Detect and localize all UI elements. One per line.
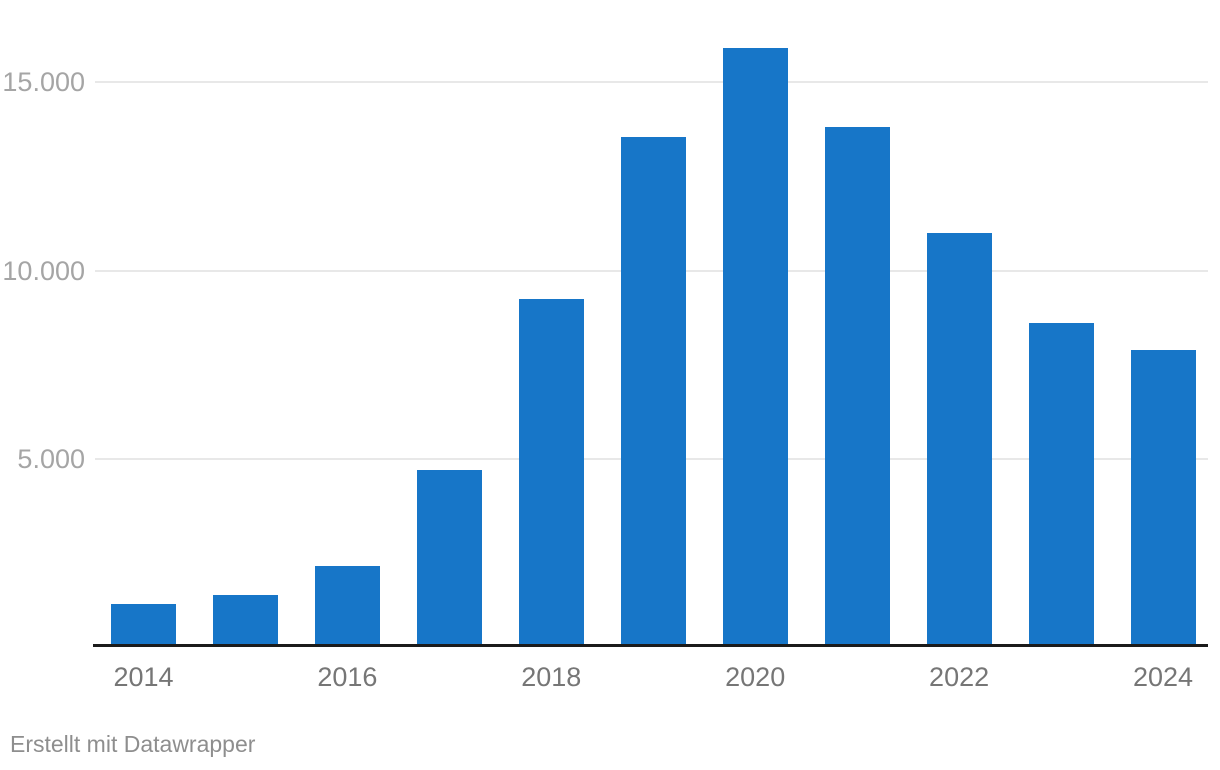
bar-2019[interactable] xyxy=(620,136,686,645)
bar-2023[interactable] xyxy=(1028,323,1094,645)
gridline-15000 xyxy=(95,81,1208,83)
bar-2014[interactable] xyxy=(111,604,176,645)
y-tick-label: 10.000 xyxy=(2,255,85,286)
bar-2015[interactable] xyxy=(212,594,278,645)
x-tick-label-2018: 2018 xyxy=(521,662,582,692)
x-tick-label-2016: 2016 xyxy=(317,662,378,692)
bar-2024[interactable] xyxy=(1130,349,1196,645)
bar-2016[interactable] xyxy=(314,566,380,645)
x-tick-label-2024: 2024 xyxy=(1132,662,1194,692)
x-tick-label-2014: 2014 xyxy=(113,662,174,692)
y-tick-label: 5.000 xyxy=(17,444,85,474)
bar-2020[interactable] xyxy=(722,48,788,645)
x-tick-label-2020: 2020 xyxy=(725,662,786,692)
bar-2018[interactable] xyxy=(518,298,584,645)
x-axis-line xyxy=(93,644,1208,647)
y-tick-label: 15.000 xyxy=(2,67,85,97)
x-tick-label-2022: 2022 xyxy=(929,662,990,692)
datawrapper-attribution-link[interactable]: Erstellt mit Datawrapper xyxy=(10,731,256,757)
bar-2022[interactable] xyxy=(926,232,992,645)
bar-2017[interactable] xyxy=(416,470,482,645)
bar-2021[interactable] xyxy=(824,127,890,645)
